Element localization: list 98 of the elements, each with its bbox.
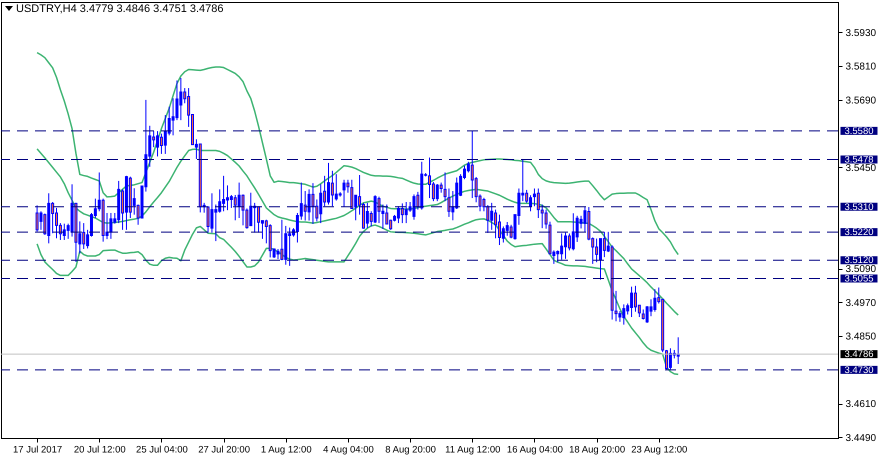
candlestick xyxy=(334,174,338,202)
ref-line-label: 3.5580 xyxy=(844,126,874,137)
candlestick xyxy=(175,80,178,121)
candlestick xyxy=(412,194,416,220)
candlestick xyxy=(560,233,564,260)
candlestick xyxy=(668,348,672,370)
candlestick xyxy=(172,98,175,136)
x-tick-label: 20 Jul 12:00 xyxy=(74,444,126,456)
candlestick xyxy=(486,204,490,234)
x-tick-label: 4 Aug 04:00 xyxy=(323,444,374,456)
candlestick xyxy=(276,248,280,260)
x-tick-label: 25 Jul 04:00 xyxy=(136,444,188,456)
candlestick xyxy=(319,184,322,224)
candlestick xyxy=(400,202,404,224)
candlestick xyxy=(642,308,645,320)
candlestick xyxy=(234,194,237,221)
x-tick-label: 27 Jul 20:00 xyxy=(198,444,250,456)
candlestick xyxy=(602,231,606,258)
candlestick xyxy=(436,183,439,202)
candlestick xyxy=(378,196,381,224)
candlestick xyxy=(494,209,498,239)
candlestick xyxy=(242,194,245,226)
candlestick xyxy=(330,170,334,207)
ref-line-label: 3.5220 xyxy=(844,227,874,238)
candlestick xyxy=(428,157,432,199)
y-tick-label: 3.5090 xyxy=(846,264,877,276)
x-tick-label: 18 Aug 20:00 xyxy=(569,444,626,456)
candlestick xyxy=(366,202,369,229)
candlestick xyxy=(598,238,602,280)
candlestick xyxy=(502,226,505,244)
candlestick xyxy=(206,206,210,234)
y-tick-label: 3.5930 xyxy=(846,28,877,39)
x-tick-label: 1 Aug 12:00 xyxy=(260,444,312,456)
candlestick xyxy=(62,223,66,240)
candlestick xyxy=(39,210,42,230)
candlestick xyxy=(529,194,532,212)
candlestick xyxy=(490,202,494,230)
line-series xyxy=(36,148,679,316)
ref-line-label: 3.5055 xyxy=(844,274,874,285)
x-tick-label: 16 Aug 04:00 xyxy=(506,444,563,456)
candlestick xyxy=(634,285,637,312)
candlestick xyxy=(226,184,229,211)
ref-line-label: 3.4786 xyxy=(844,349,874,360)
candlestick xyxy=(646,306,649,324)
candlestick xyxy=(51,201,54,234)
candlestick xyxy=(622,304,626,326)
y-tick-label: 3.5450 xyxy=(846,162,877,174)
y-tick-label: 3.4970 xyxy=(846,298,877,309)
x-tick-label: 17 Jul 2017 xyxy=(13,444,62,456)
candlestick xyxy=(630,286,634,318)
candlestick xyxy=(82,222,86,250)
candlestick xyxy=(55,207,58,239)
candlestick xyxy=(109,212,112,240)
candlestick xyxy=(404,201,408,224)
candlestick xyxy=(210,192,214,234)
candlestick xyxy=(595,238,598,263)
candlestick xyxy=(665,349,668,370)
candlestick xyxy=(447,188,450,218)
candlestick xyxy=(311,182,314,224)
candlestick xyxy=(653,288,656,312)
candlestick xyxy=(498,214,501,246)
candlestick xyxy=(572,212,575,251)
ref-line-label: 3.5120 xyxy=(844,255,874,266)
candlestick xyxy=(257,206,260,234)
candlestick xyxy=(564,232,568,260)
candlestick xyxy=(36,204,39,232)
y-tick-label: 3.5690 xyxy=(846,95,877,106)
candlestick xyxy=(288,227,292,266)
candlestick xyxy=(304,190,307,222)
y-tick-label: 3.4850 xyxy=(846,332,877,343)
line-series xyxy=(36,52,679,256)
candlestick xyxy=(222,175,226,212)
candlestick xyxy=(532,188,536,207)
candlestick xyxy=(444,172,447,202)
ref-line-label: 3.5310 xyxy=(844,202,874,213)
candlestick xyxy=(544,209,548,230)
x-tick-label: 11 Aug 12:00 xyxy=(445,444,500,456)
candlestick xyxy=(238,182,241,219)
x-tick-label: 23 Aug 12:00 xyxy=(631,444,688,456)
y-tick-label: 3.4610 xyxy=(846,399,877,410)
candlestick xyxy=(280,219,284,261)
chart-title: USDTRY,H4 3.4779 3.4846 3.4751 3.4786 xyxy=(16,3,224,15)
y-tick-label: 3.4490 xyxy=(846,432,877,444)
y-tick-label: 3.5810 xyxy=(846,62,877,73)
candlestick xyxy=(156,130,160,157)
x-tick-label: 8 Aug 20:00 xyxy=(385,444,436,456)
ref-line-label: 3.4730 xyxy=(844,364,874,376)
candlestick xyxy=(470,130,474,199)
candlestick xyxy=(342,179,346,208)
candlestick xyxy=(618,310,622,322)
candlestick xyxy=(179,77,182,121)
candlestick xyxy=(160,133,163,154)
candlestick xyxy=(327,162,330,206)
candlestick xyxy=(308,188,311,222)
candlestick xyxy=(482,197,486,212)
candlestick xyxy=(396,206,400,224)
candlestick xyxy=(556,250,560,263)
candlestick xyxy=(568,233,571,251)
